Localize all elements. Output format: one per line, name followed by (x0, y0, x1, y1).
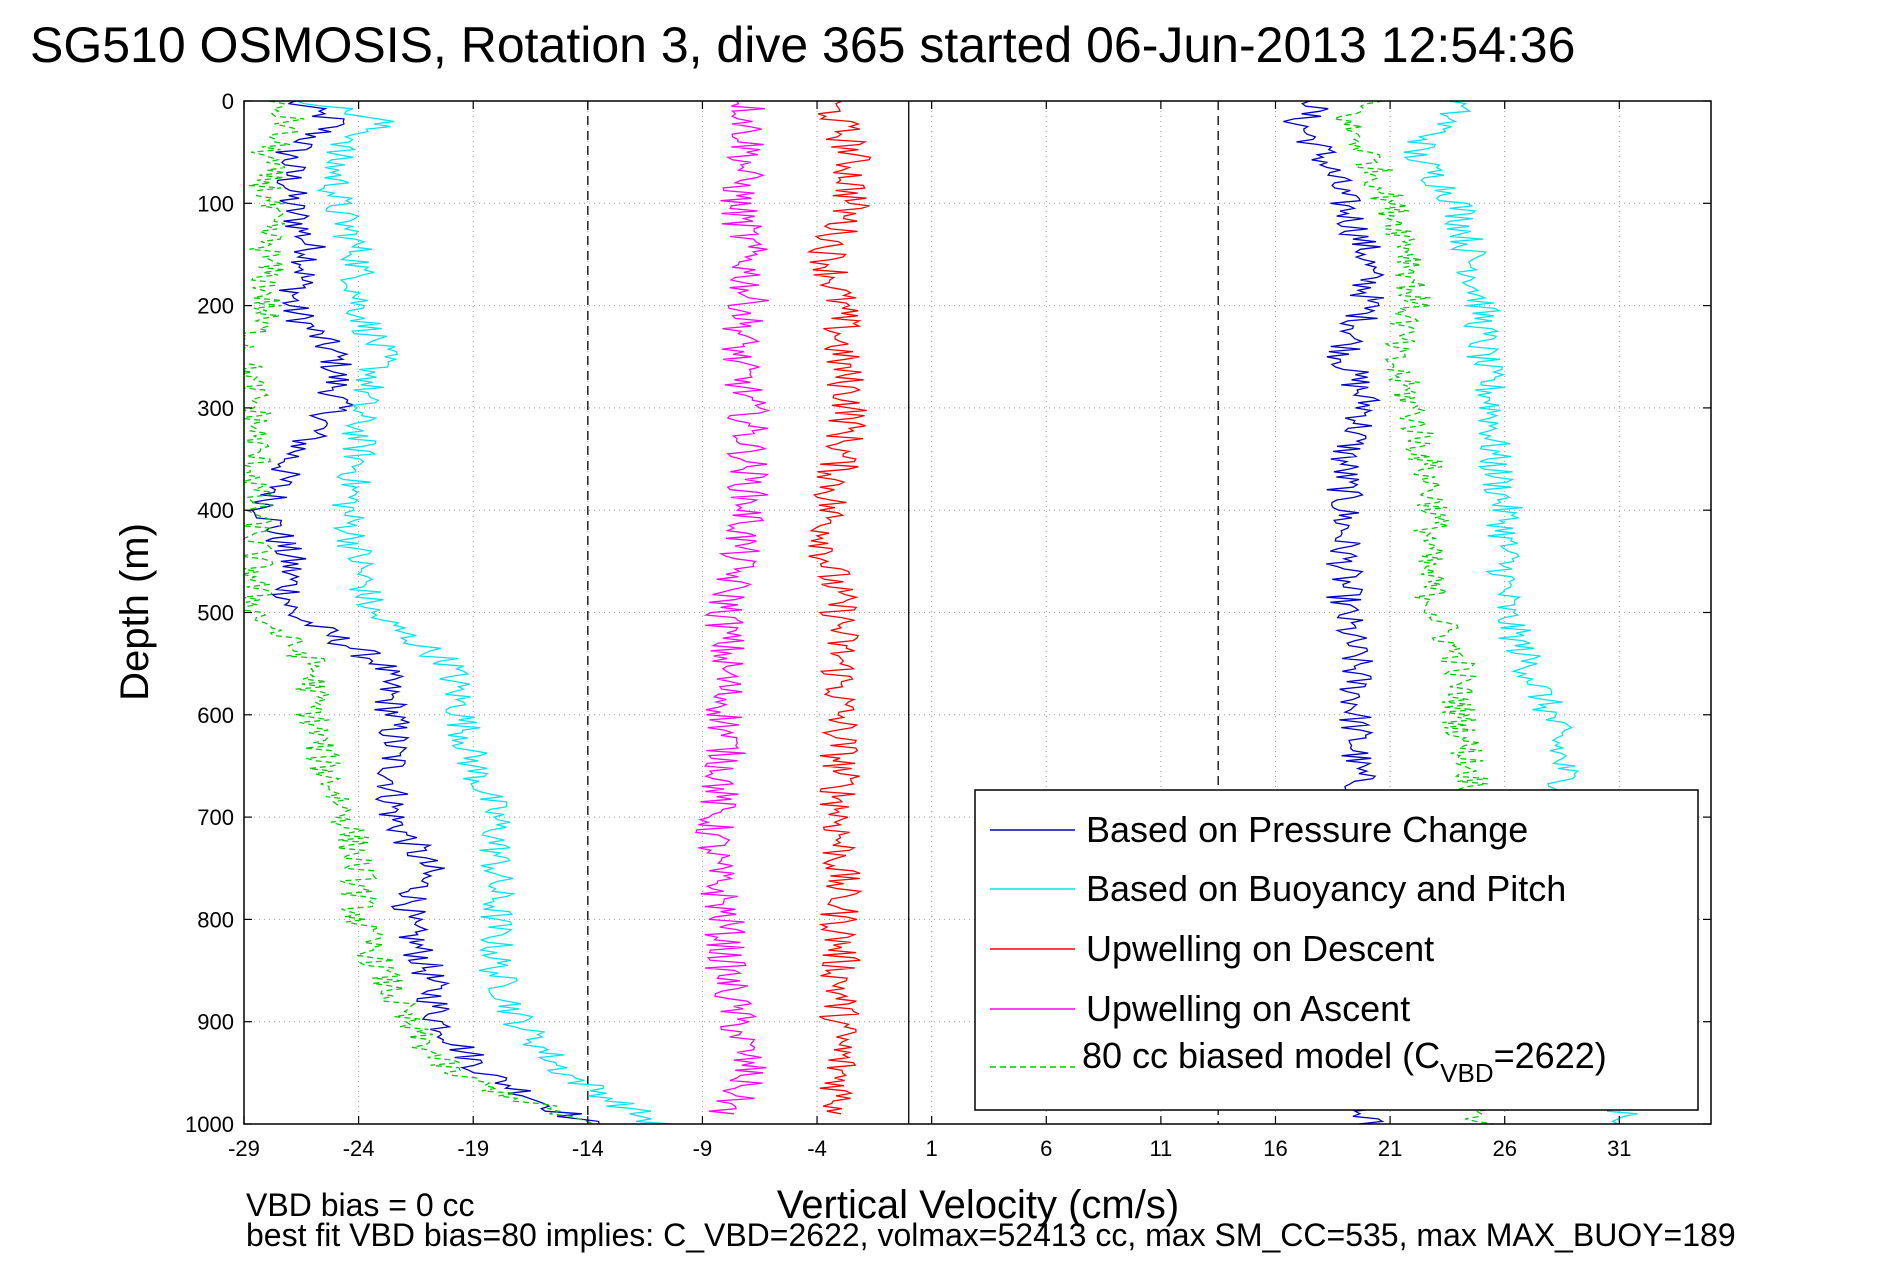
x-tick-label: -24 (343, 1136, 375, 1161)
legend-label-buoyancy: Based on Buoyancy and Pitch (1086, 868, 1566, 909)
y-tick-label: 0 (222, 89, 234, 114)
x-tick-label: 26 (1492, 1136, 1516, 1161)
chart-title: SG510 OSMOSIS, Rotation 3, dive 365 star… (30, 17, 1575, 73)
x-tick-label: -14 (572, 1136, 604, 1161)
series-line-80-cc-biased-model-c-vbd-2622-left (244, 101, 595, 1124)
y-tick-label: 700 (197, 805, 234, 830)
x-tick-label: -29 (228, 1136, 260, 1161)
x-tick-label: 1 (926, 1136, 938, 1161)
y-tick-label: 400 (197, 498, 234, 523)
y-axis-label: Depth (m) (113, 523, 157, 701)
y-tick-label: 100 (197, 191, 234, 216)
x-tick-label: 6 (1040, 1136, 1052, 1161)
legend-box (974, 789, 1699, 1111)
series-line-upwelling-on-descent (806, 101, 872, 1115)
y-tick-label: 200 (197, 294, 234, 319)
legend-label-pressure: Based on Pressure Change (1086, 809, 1528, 850)
x-axis-ticks: -29 -24 -19 -14 -9 -4 1 6 11 16 21 26 31 (228, 101, 1632, 1161)
legend-model-main: 80 cc biased model (C (1082, 1035, 1440, 1076)
legend-label-model: 80 cc biased model (CVBD=2622) (1082, 1035, 1607, 1088)
x-tick-label: 31 (1607, 1136, 1631, 1161)
x-tick-label: -4 (807, 1136, 827, 1161)
y-tick-label: 500 (197, 601, 234, 626)
x-tick-label: 16 (1263, 1136, 1287, 1161)
x-tick-label: -19 (457, 1136, 489, 1161)
y-tick-label: 900 (197, 1010, 234, 1035)
y-axis-ticks: 0 100 200 300 400 500 600 700 800 900 1000 (185, 89, 1711, 1137)
x-tick-label: -9 (693, 1136, 713, 1161)
legend: Based on Pressure Change Based on Buoyan… (974, 789, 1699, 1111)
vbd-bias-note: VBD bias = 0 cc (246, 1187, 475, 1223)
series-line-upwelling-on-ascent (695, 101, 771, 1115)
x-axis-label: Vertical Velocity (cm/s) (777, 1183, 1179, 1227)
y-tick-label: 800 (197, 907, 234, 932)
y-tick-label: 600 (197, 703, 234, 728)
best-fit-note: best fit VBD bias=80 implies: C_VBD=2622… (246, 1217, 1736, 1253)
y-tick-label: 300 (197, 396, 234, 421)
reference-lines (587, 101, 1219, 1124)
legend-label-descent: Upwelling on Descent (1086, 928, 1434, 969)
series-line-based-on-buoyancy-and-pitch-left (296, 101, 673, 1124)
x-tick-label: 21 (1378, 1136, 1402, 1161)
series-line-based-on-pressure-change-left (250, 101, 600, 1124)
legend-model-end: =2622) (1494, 1035, 1607, 1076)
legend-label-ascent: Upwelling on Ascent (1086, 988, 1410, 1029)
legend-model-sub: VBD (1440, 1058, 1493, 1088)
y-tick-label: 1000 (185, 1112, 234, 1137)
x-tick-label: 11 (1149, 1136, 1172, 1161)
